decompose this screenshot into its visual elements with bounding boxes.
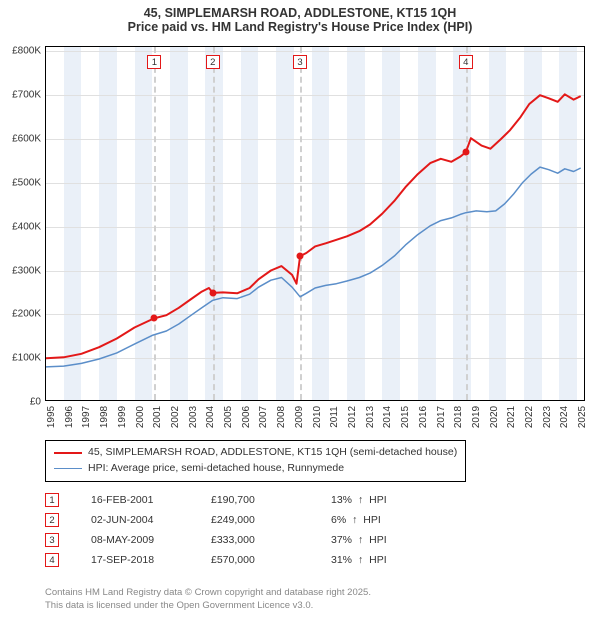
x-axis-tick: 2016 (418, 406, 429, 428)
price-chart: £0£100K£200K£300K£400K£500K£600K£700K£80… (45, 46, 585, 401)
x-axis-tick: 2012 (347, 406, 358, 428)
x-axis-tick: 2011 (329, 406, 340, 428)
chart-title: 45, SIMPLEMARSH ROAD, ADDLESTONE, KT15 1… (0, 0, 600, 38)
y-axis-tick: £400K (1, 221, 41, 232)
transaction-number-box: 3 (45, 533, 59, 547)
x-axis-tick: 2021 (506, 406, 517, 428)
transaction-row: 2 02-JUN-2004£249,0006% ↑ HPI (45, 510, 451, 530)
hpi-line (46, 167, 581, 367)
y-axis-tick: £100K (1, 353, 41, 364)
transaction-price: £190,700 (211, 494, 331, 506)
transaction-price: £249,000 (211, 514, 331, 526)
legend-swatch (54, 468, 82, 469)
x-axis-tick: 1995 (46, 406, 57, 428)
x-axis-tick: 2001 (152, 406, 163, 428)
y-axis-tick: £800K (1, 46, 41, 57)
transaction-date: 02-JUN-2004 (91, 514, 211, 526)
y-axis-tick: £300K (1, 265, 41, 276)
transaction-vs-hpi: 37% ↑ HPI (331, 534, 451, 546)
title-line-2: Price paid vs. HM Land Registry's House … (10, 20, 590, 34)
x-axis-tick: 2025 (577, 406, 588, 428)
footnote-line-2: This data is licensed under the Open Gov… (45, 600, 313, 611)
x-axis-tick: 1999 (117, 406, 128, 428)
legend-item: 45, SIMPLEMARSH ROAD, ADDLESTONE, KT15 1… (54, 445, 457, 461)
x-axis-tick: 2020 (489, 406, 500, 428)
y-axis-tick: £0 (1, 397, 41, 408)
legend-item: HPI: Average price, semi-detached house,… (54, 461, 457, 477)
transaction-row: 4 17-SEP-2018£570,00031% ↑ HPI (45, 550, 451, 570)
x-axis-tick: 2005 (223, 406, 234, 428)
x-axis-tick: 2014 (382, 406, 393, 428)
transaction-number-box: 2 (45, 513, 59, 527)
transaction-row: 1 16-FEB-2001£190,70013% ↑ HPI (45, 490, 451, 510)
transaction-number-box: 4 (45, 553, 59, 567)
x-axis-tick: 2015 (400, 406, 411, 428)
transaction-table: 1 16-FEB-2001£190,70013% ↑ HPI 2 02-JUN-200… (45, 490, 451, 570)
y-axis-tick: £700K (1, 90, 41, 101)
transaction-date: 08-MAY-2009 (91, 534, 211, 546)
transaction-date: 16-FEB-2001 (91, 494, 211, 506)
transaction-date: 17-SEP-2018 (91, 554, 211, 566)
chart-legend: 45, SIMPLEMARSH ROAD, ADDLESTONE, KT15 1… (45, 440, 466, 482)
arrow-up-icon: ↑ (352, 514, 357, 526)
legend-label: 45, SIMPLEMARSH ROAD, ADDLESTONE, KT15 1… (88, 445, 457, 461)
x-axis-tick: 1997 (81, 406, 92, 428)
y-axis-tick: £600K (1, 134, 41, 145)
x-axis-tick: 2010 (312, 406, 323, 428)
transaction-price: £333,000 (211, 534, 331, 546)
arrow-up-icon: ↑ (358, 554, 363, 566)
x-axis-tick: 2018 (453, 406, 464, 428)
transaction-vs-hpi: 31% ↑ HPI (331, 554, 451, 566)
x-axis-tick: 2009 (294, 406, 305, 428)
legend-swatch (54, 452, 82, 454)
x-axis-tick: 2008 (276, 406, 287, 428)
x-axis-tick: 1998 (99, 406, 110, 428)
x-axis-tick: 2019 (471, 406, 482, 428)
x-axis-tick: 2013 (365, 406, 376, 428)
footnote-line-1: Contains HM Land Registry data © Crown c… (45, 587, 371, 598)
x-axis-tick: 1996 (64, 406, 75, 428)
x-axis-tick: 2007 (258, 406, 269, 428)
x-axis-tick: 2022 (524, 406, 535, 428)
y-axis-tick: £500K (1, 177, 41, 188)
arrow-up-icon: ↑ (358, 494, 363, 506)
transaction-vs-hpi: 13% ↑ HPI (331, 494, 451, 506)
x-axis-tick: 2003 (188, 406, 199, 428)
legend-label: HPI: Average price, semi-detached house,… (88, 461, 344, 477)
x-axis-tick: 2024 (559, 406, 570, 428)
transaction-row: 3 08-MAY-2009£333,00037% ↑ HPI (45, 530, 451, 550)
y-axis-tick: £200K (1, 309, 41, 320)
transaction-vs-hpi: 6% ↑ HPI (331, 514, 451, 526)
chart-lines (46, 47, 586, 402)
x-axis-tick: 2004 (205, 406, 216, 428)
x-axis-tick: 2023 (542, 406, 553, 428)
transaction-price: £570,000 (211, 554, 331, 566)
x-axis-tick: 2006 (241, 406, 252, 428)
data-attribution-footnote: Contains HM Land Registry data © Crown c… (45, 587, 371, 612)
x-axis-tick: 2017 (436, 406, 447, 428)
x-axis-tick: 2002 (170, 406, 181, 428)
x-axis-tick: 2000 (135, 406, 146, 428)
property-line (46, 94, 581, 358)
title-line-1: 45, SIMPLEMARSH ROAD, ADDLESTONE, KT15 1… (10, 6, 590, 20)
arrow-up-icon: ↑ (358, 534, 363, 546)
transaction-number-box: 1 (45, 493, 59, 507)
